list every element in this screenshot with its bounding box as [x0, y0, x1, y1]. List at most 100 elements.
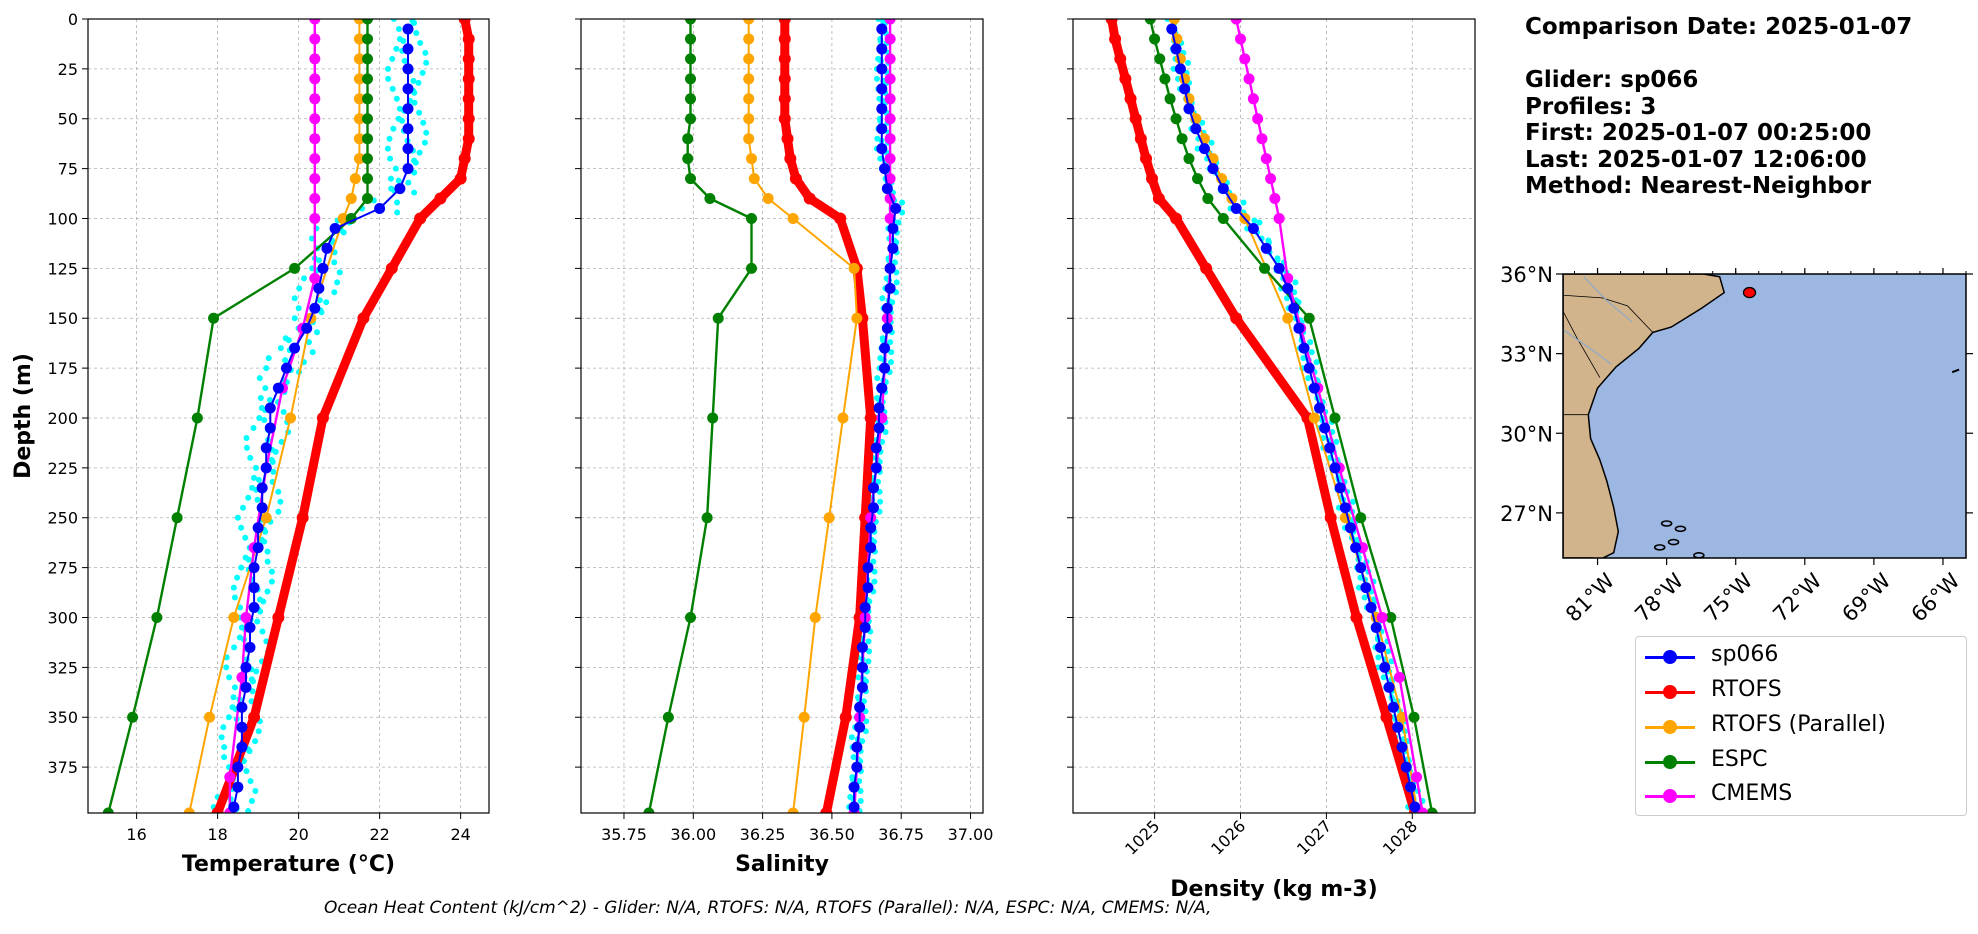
- glider-raw-point: [245, 556, 252, 563]
- lon-tick-label: 81°W: [1561, 568, 1619, 626]
- x-tick-label: 36.50: [809, 825, 855, 844]
- data-point: [701, 512, 713, 524]
- glider-raw-point: [243, 444, 250, 451]
- data-point: [685, 93, 697, 105]
- legend-marker: [1663, 650, 1677, 664]
- y-tick-label: 225: [47, 459, 78, 478]
- x-tick-label: 1027: [1293, 816, 1335, 858]
- glider-raw-point: [387, 175, 394, 182]
- data-point: [353, 93, 365, 105]
- data-point: [884, 153, 896, 165]
- data-point: [236, 741, 248, 753]
- glider-raw-point: [413, 29, 420, 36]
- data-point: [353, 73, 365, 85]
- glider-raw-point: [247, 454, 254, 461]
- data-point: [1259, 262, 1271, 274]
- data-point: [1273, 212, 1285, 224]
- data-point: [743, 113, 755, 125]
- glider-raw-point: [275, 488, 282, 495]
- glider-raw-point: [269, 458, 276, 465]
- glider-raw-point: [234, 514, 241, 521]
- glider-raw-point: [893, 279, 900, 286]
- data-point: [1344, 522, 1356, 534]
- glider-raw-point: [238, 524, 245, 531]
- glider-raw-point: [259, 628, 266, 635]
- data-point: [685, 19, 697, 25]
- data-point: [1350, 611, 1363, 624]
- data-point: [458, 152, 471, 165]
- glider-raw-point: [899, 199, 906, 206]
- glider-raw-point: [249, 678, 256, 685]
- data-point: [127, 711, 139, 723]
- data-point: [778, 112, 791, 125]
- data-point: [458, 19, 471, 25]
- data-point: [1235, 33, 1246, 45]
- data-point: [879, 342, 891, 354]
- data-point: [228, 611, 240, 623]
- glider-raw-point: [315, 257, 322, 264]
- glider-raw-point: [394, 199, 401, 206]
- data-point: [879, 362, 891, 374]
- data-point: [345, 212, 357, 224]
- data-point: [1144, 19, 1156, 25]
- glider-raw-point: [257, 395, 264, 402]
- y-tick-label: 50: [58, 110, 78, 129]
- glider-raw-point: [334, 279, 341, 286]
- data-point: [1273, 262, 1285, 274]
- data-point: [803, 192, 816, 205]
- comparison-date: Comparison Date: 2025-01-07: [1525, 14, 1913, 40]
- y-tick-label: 250: [47, 509, 78, 528]
- data-point: [264, 422, 276, 434]
- data-point: [191, 412, 203, 424]
- glider-raw-point: [415, 79, 422, 86]
- plot-area: [102, 19, 475, 813]
- x-axis-label: Density (kg m-3): [1170, 877, 1378, 902]
- glider-raw-point: [250, 424, 257, 431]
- data-point: [353, 113, 365, 125]
- glider-raw-point: [240, 504, 247, 511]
- glider-raw-point: [871, 578, 878, 585]
- glider-raw-point: [323, 299, 330, 306]
- data-point: [707, 412, 719, 424]
- data-point: [778, 72, 791, 85]
- data-point: [349, 173, 361, 185]
- plot-area: [643, 19, 906, 813]
- data-point: [361, 73, 373, 85]
- data-point: [285, 412, 297, 424]
- glider-raw-point: [1256, 219, 1263, 226]
- glider-raw-point: [262, 528, 269, 535]
- glider-raw-point: [389, 85, 396, 92]
- lat-tick-label: 27°N: [1500, 502, 1553, 526]
- data-point: [309, 53, 321, 65]
- data-point: [301, 322, 313, 334]
- plot-area: [1105, 19, 1438, 813]
- location-map: 81°W 78°W 75°W 72°W 69°W 66°W 36°N 33°N 30°N 27°N: [1500, 263, 1973, 627]
- data-point: [1129, 112, 1142, 125]
- data-point: [881, 322, 893, 334]
- data-point: [1350, 542, 1362, 554]
- data-point: [1176, 133, 1188, 145]
- bermuda: [1951, 368, 1960, 374]
- data-point: [462, 32, 475, 45]
- data-point: [361, 193, 373, 205]
- ocean-heat-content-note: Ocean Heat Content (kJ/cm^2) - Glider: N…: [324, 898, 1212, 918]
- glider-raw-point: [1388, 658, 1395, 665]
- data-point: [848, 801, 860, 813]
- data-point: [337, 212, 349, 224]
- axes-frame: [1072, 18, 1476, 814]
- data-point: [1198, 143, 1210, 155]
- series-line-sp066: [232, 29, 409, 808]
- data-point: [183, 807, 195, 813]
- data-point: [232, 761, 244, 773]
- data-point: [272, 382, 284, 394]
- data-point: [1109, 32, 1122, 45]
- legend-label: sp066: [1711, 642, 1779, 667]
- glider-raw-point: [242, 534, 249, 541]
- glider-raw-point: [411, 189, 418, 196]
- glider-raw-point: [877, 155, 884, 162]
- data-point: [884, 133, 896, 145]
- data-point: [856, 661, 868, 673]
- glider-raw-point: [848, 734, 855, 741]
- data-point: [1375, 641, 1387, 653]
- legend-marker: [1663, 789, 1677, 803]
